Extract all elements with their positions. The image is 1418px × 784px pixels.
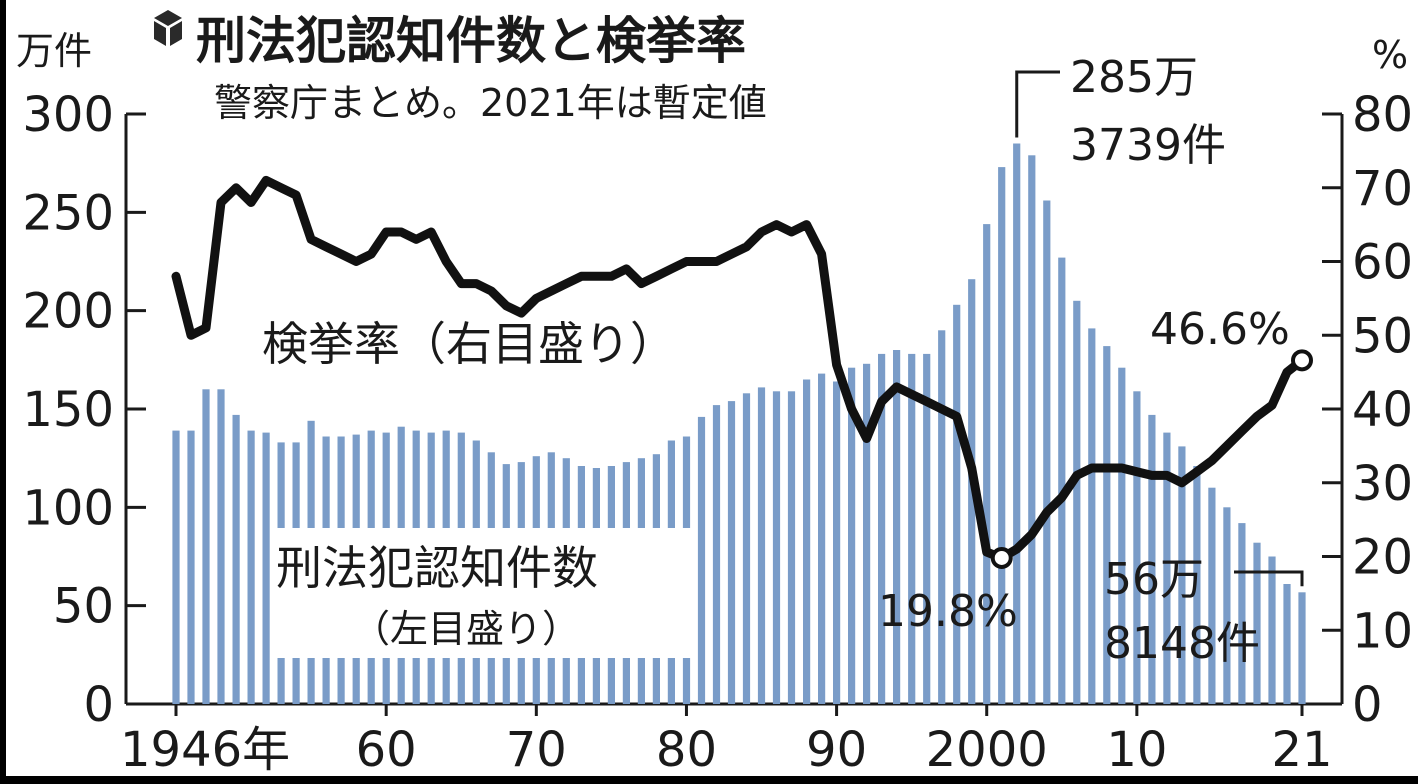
right-tick-label: 30 <box>1352 456 1413 512</box>
bar <box>172 430 180 704</box>
left-tick-label: 50 <box>53 579 114 635</box>
rate-series-label: 検挙率（右目盛り） <box>262 317 676 371</box>
x-axis-ticks: 1946年 60 70 80 90 2000 10 21 <box>120 704 1333 776</box>
min-rate-point <box>990 546 1013 569</box>
bar <box>1193 466 1201 704</box>
bar <box>1178 446 1186 704</box>
bar <box>1208 487 1216 704</box>
bar <box>757 387 766 704</box>
bar <box>1028 155 1036 705</box>
chart-subtitle: 警察庁まとめ。2021年は暫定値 <box>214 81 767 125</box>
bar <box>1058 257 1066 704</box>
right-tick-label: 50 <box>1352 308 1413 364</box>
bar <box>863 363 871 704</box>
x-tick-label: 80 <box>656 722 717 776</box>
x-tick-label: 60 <box>356 722 417 776</box>
bar <box>1268 556 1276 704</box>
right-axis-unit: % <box>1372 33 1408 77</box>
left-axis-ticks: 0 50 100 150 200 250 300 <box>22 87 146 733</box>
bar <box>1013 143 1021 704</box>
bar <box>803 379 811 704</box>
left-tick-label: 200 <box>22 284 114 340</box>
bar <box>908 353 916 704</box>
bar <box>1298 592 1306 704</box>
bar <box>1133 391 1141 704</box>
bar <box>1073 300 1081 704</box>
bar <box>202 389 210 704</box>
bar <box>247 430 255 704</box>
right-tick-label: 60 <box>1352 235 1413 291</box>
rate-line <box>171 175 1307 563</box>
count-series-label-scale: （左目盛り） <box>352 607 580 651</box>
x-tick-label: 10 <box>1106 722 1167 776</box>
x-tick-label: 1946年 <box>120 722 290 776</box>
left-tick-label: 0 <box>83 677 114 733</box>
bar <box>697 416 706 704</box>
latest-count-leader-line <box>1234 570 1304 587</box>
bar <box>953 304 961 704</box>
latest-count-label-2: 8148件 <box>1104 618 1260 669</box>
chart: 刑法犯認知件数と検挙率 警察庁まとめ。2021年は暫定値 万件 % 050100… <box>16 10 1413 776</box>
right-tick-label: 80 <box>1352 87 1413 143</box>
bar <box>983 224 991 704</box>
right-tick-label: 20 <box>1352 530 1413 586</box>
peak-count-label-1: 285万 <box>1070 52 1198 103</box>
latest-count-label-1: 56万 <box>1104 554 1204 605</box>
bar <box>1118 367 1126 704</box>
bar <box>1238 523 1246 704</box>
bar <box>1103 346 1111 704</box>
bar <box>1223 507 1231 704</box>
bar <box>1163 432 1171 704</box>
bar <box>1043 200 1051 704</box>
right-tick-label: 40 <box>1352 382 1413 438</box>
right-axis-ticks: 0 10 20 30 40 50 60 70 80 <box>1322 87 1413 733</box>
bar <box>1088 328 1096 704</box>
bar <box>818 373 826 704</box>
right-tick-label: 0 <box>1352 677 1383 733</box>
bar <box>998 167 1006 705</box>
left-tick-label: 100 <box>22 480 114 536</box>
latest-rate-point <box>1291 349 1313 372</box>
right-tick-label: 70 <box>1352 161 1413 217</box>
left-tick-label: 300 <box>22 87 114 143</box>
bar <box>848 367 856 704</box>
bar <box>727 401 736 704</box>
bar <box>1253 542 1261 704</box>
bar <box>878 353 886 704</box>
peak-count-label-2: 3739件 <box>1070 120 1226 171</box>
latest-rate-label: 46.6% <box>1150 304 1290 355</box>
bar <box>938 330 946 704</box>
left-tick-label: 150 <box>22 382 114 438</box>
peak-leader-line <box>1015 70 1060 138</box>
x-tick-label: 21 <box>1271 722 1332 776</box>
count-label-bg <box>272 528 692 658</box>
bar <box>232 414 240 704</box>
count-series-label: 刑法犯認知件数 <box>276 541 598 595</box>
bar <box>742 393 751 704</box>
bar <box>1283 584 1291 704</box>
x-tick-label: 90 <box>806 722 867 776</box>
min-rate-label: 19.8% <box>878 586 1018 637</box>
right-tick-label: 10 <box>1352 603 1413 659</box>
bar <box>217 389 225 704</box>
bar <box>833 381 841 704</box>
chart-title: 刑法犯認知件数と検挙率 <box>196 12 746 70</box>
left-axis-unit: 万件 <box>16 29 92 73</box>
bar <box>772 391 781 704</box>
rate-label-bg <box>256 310 708 372</box>
bar <box>262 432 270 704</box>
bar <box>893 350 901 704</box>
left-tick-label: 250 <box>22 185 114 241</box>
bar <box>787 391 796 704</box>
x-tick-label: 2000 <box>926 722 1048 776</box>
bar <box>187 430 195 704</box>
bar <box>1148 414 1156 704</box>
x-tick-label: 70 <box>506 722 567 776</box>
bar <box>712 405 721 704</box>
cube-icon <box>154 10 182 46</box>
chart-panel: 刑法犯認知件数と検挙率 警察庁まとめ。2021年は暫定値 万件 % 0 50 100… <box>6 0 1418 776</box>
bar <box>923 353 931 704</box>
